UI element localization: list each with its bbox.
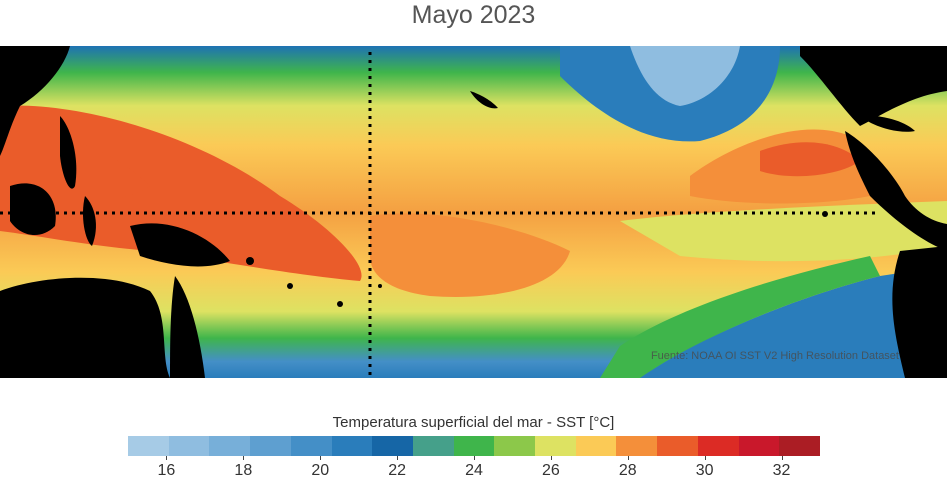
colorbar-tick-label: 28 bbox=[618, 462, 637, 479]
new-guinea bbox=[130, 223, 230, 267]
colorbar-tick-mark bbox=[704, 456, 706, 460]
data-source-credit: Fuente: NOAA OI SST V2 High Resolution D… bbox=[650, 350, 899, 362]
colorbar-tick-mark bbox=[243, 456, 245, 460]
colorbar-tick-label: 22 bbox=[388, 462, 406, 479]
warm-pool-west-core bbox=[20, 135, 150, 203]
colorbar-tick-mark bbox=[627, 456, 629, 460]
south-america bbox=[892, 246, 947, 378]
colorbar-tick-label: 18 bbox=[234, 462, 253, 479]
colorbar-swatch bbox=[209, 436, 251, 456]
colorbar-tick-label: 32 bbox=[772, 462, 791, 479]
east-warm-core bbox=[760, 142, 860, 177]
colorbar-swatch bbox=[779, 436, 820, 456]
colorbar-swatch bbox=[616, 436, 658, 456]
colorbar-tick-mark bbox=[474, 456, 475, 460]
colorbar-swatch bbox=[372, 436, 413, 456]
colorbar-tick-label: 24 bbox=[465, 462, 483, 479]
australia-east bbox=[170, 276, 205, 378]
borneo bbox=[10, 183, 56, 236]
central-warm-patch bbox=[370, 213, 570, 297]
central-america bbox=[845, 131, 947, 251]
sst-map bbox=[0, 46, 947, 378]
colorbar-ticks: 16 18 20 22 24 26 28 30 32 bbox=[128, 456, 820, 480]
australia bbox=[0, 277, 170, 378]
colorbar-swatch bbox=[331, 436, 373, 456]
colorbar-swatch bbox=[697, 436, 739, 456]
cold-tongue bbox=[620, 201, 947, 262]
south-east-cold bbox=[640, 266, 947, 378]
colorbar-swatch bbox=[168, 436, 210, 456]
colorbar-tick-mark bbox=[550, 456, 552, 460]
colorbar-swatch bbox=[128, 436, 169, 456]
colorbar-tick-mark bbox=[781, 456, 783, 460]
colorbar-swatch bbox=[575, 436, 617, 456]
north-america bbox=[800, 46, 947, 126]
colorbar-swatch bbox=[250, 436, 291, 456]
land bbox=[0, 46, 947, 378]
colorbar-title: Temperatura superficial del mar - SST [°… bbox=[332, 414, 615, 431]
colorbar-tick-label: 20 bbox=[311, 462, 330, 479]
colorbar-swatch bbox=[657, 436, 698, 456]
vanuatu bbox=[287, 283, 293, 289]
colorbar-swatch bbox=[535, 436, 576, 456]
south-east-green bbox=[600, 256, 880, 378]
colorbar-tick-mark bbox=[166, 456, 168, 460]
colorbar-tick-label: 30 bbox=[695, 462, 714, 479]
colorbar-tick-label: 16 bbox=[157, 462, 176, 479]
asia-coast bbox=[0, 46, 70, 156]
colorbar-swatch bbox=[494, 436, 536, 456]
colorbar-swatch bbox=[738, 436, 780, 456]
fiji bbox=[337, 301, 343, 307]
north-east-cold-light bbox=[630, 46, 740, 106]
colorbar-swatch bbox=[290, 436, 332, 456]
sulawesi bbox=[82, 196, 96, 246]
colorbar-tick-mark bbox=[397, 456, 399, 460]
solomon-islands bbox=[246, 257, 254, 265]
samoa bbox=[378, 284, 382, 288]
map-title: Mayo 2023 bbox=[411, 1, 536, 29]
colorbar-tick-mark bbox=[320, 456, 322, 460]
colorbar-swatch bbox=[412, 436, 454, 456]
philippines bbox=[60, 116, 77, 189]
colorbar bbox=[128, 436, 820, 456]
cuba bbox=[860, 115, 915, 132]
colorbar-swatch bbox=[453, 436, 495, 456]
colorbar-tick-label: 26 bbox=[541, 462, 560, 479]
hawaii bbox=[470, 91, 498, 109]
